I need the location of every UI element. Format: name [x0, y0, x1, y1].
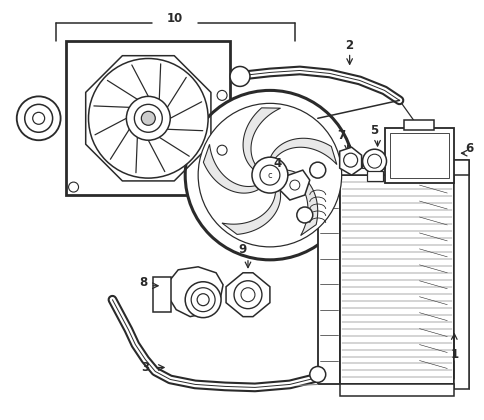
Circle shape: [309, 162, 325, 178]
Circle shape: [68, 182, 78, 192]
Bar: [404, 120, 434, 130]
Bar: [339, 175, 454, 384]
Bar: [153, 277, 171, 312]
Circle shape: [198, 103, 341, 247]
Circle shape: [362, 149, 386, 173]
Text: 9: 9: [239, 243, 247, 256]
Text: 10: 10: [167, 12, 183, 25]
Circle shape: [17, 96, 60, 140]
Circle shape: [25, 104, 53, 132]
Bar: [65, 41, 229, 195]
Circle shape: [197, 294, 209, 306]
Bar: [361, 158, 384, 168]
Circle shape: [343, 153, 357, 167]
Polygon shape: [226, 273, 270, 317]
Circle shape: [309, 367, 325, 383]
Circle shape: [88, 58, 208, 178]
Circle shape: [217, 90, 227, 100]
Bar: [389, 133, 448, 178]
Text: 2: 2: [345, 39, 353, 52]
Bar: [322, 160, 469, 175]
Circle shape: [296, 207, 312, 223]
Circle shape: [234, 281, 261, 309]
Circle shape: [126, 96, 170, 140]
Text: 7: 7: [337, 129, 345, 142]
Circle shape: [134, 104, 162, 132]
Circle shape: [229, 66, 249, 87]
Polygon shape: [168, 267, 223, 317]
Circle shape: [141, 111, 155, 125]
Text: 1: 1: [449, 348, 457, 361]
Polygon shape: [222, 190, 280, 234]
Circle shape: [289, 180, 299, 190]
Circle shape: [191, 288, 214, 312]
Bar: [454, 160, 469, 389]
Polygon shape: [203, 144, 258, 193]
Circle shape: [259, 165, 279, 185]
Circle shape: [32, 112, 45, 124]
Circle shape: [217, 145, 227, 155]
Circle shape: [185, 282, 221, 318]
Polygon shape: [339, 147, 361, 175]
Polygon shape: [242, 108, 280, 169]
Bar: [339, 384, 454, 396]
Bar: [384, 128, 454, 183]
Circle shape: [185, 90, 354, 260]
Polygon shape: [287, 170, 317, 236]
Polygon shape: [279, 170, 309, 200]
Text: 4: 4: [273, 157, 281, 170]
Text: 6: 6: [464, 142, 472, 155]
Circle shape: [367, 154, 381, 168]
Text: 8: 8: [139, 276, 147, 289]
Circle shape: [252, 157, 287, 193]
Bar: [366, 171, 382, 181]
Text: 5: 5: [370, 124, 378, 137]
Text: 3: 3: [141, 361, 149, 374]
Circle shape: [241, 288, 255, 302]
Polygon shape: [270, 138, 336, 165]
Text: c: c: [267, 171, 272, 180]
Bar: [317, 175, 339, 384]
